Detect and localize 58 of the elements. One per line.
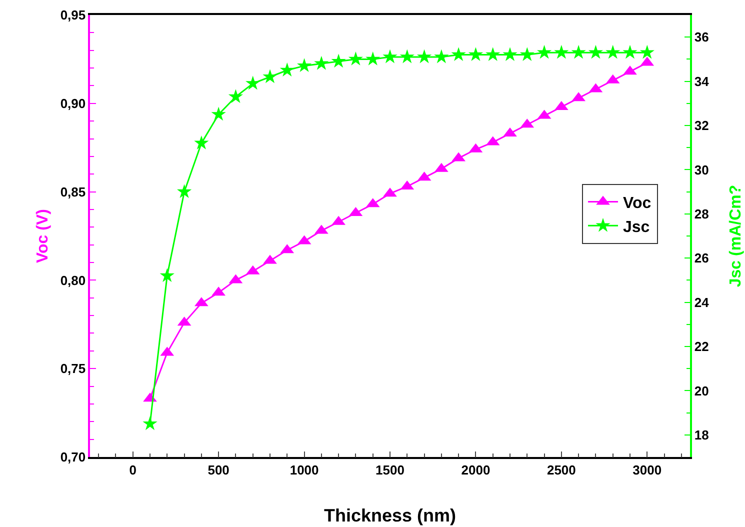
x-tick-label: 1500 xyxy=(376,462,404,478)
y-tick-label: 0,80 xyxy=(60,272,86,288)
point xyxy=(262,69,278,84)
y2-tick-label: 18 xyxy=(694,427,709,442)
point xyxy=(434,49,449,64)
y2-tick-label: 20 xyxy=(694,383,709,398)
y-tick-label: 0,70 xyxy=(60,450,86,465)
point xyxy=(246,76,260,90)
point xyxy=(451,47,466,62)
point xyxy=(194,135,209,150)
legend-label: Jsc xyxy=(623,218,650,236)
y2-tick-label: 36 xyxy=(694,30,709,45)
y2-tick-label: 30 xyxy=(694,162,709,178)
point xyxy=(640,44,654,59)
point xyxy=(348,52,364,66)
y2-axis-title: Jsc (mA/Cm? xyxy=(728,184,744,288)
point xyxy=(606,44,620,59)
y2-tick-label: 34 xyxy=(694,74,710,89)
x-axis-title: Thickness (nm) xyxy=(324,506,456,526)
y2-tick-label: 24 xyxy=(694,294,710,310)
x-tick-label: 2000 xyxy=(461,462,490,478)
point xyxy=(400,49,414,64)
x-tick-label: 1000 xyxy=(290,462,319,478)
point xyxy=(228,89,244,103)
y2-tick-label: 28 xyxy=(694,206,709,222)
point xyxy=(142,416,158,430)
point xyxy=(160,268,174,282)
point xyxy=(314,56,329,70)
point xyxy=(416,49,432,64)
y-tick-label: 0,75 xyxy=(60,361,86,376)
point xyxy=(588,44,604,59)
y2-tick-label: 22 xyxy=(694,339,709,354)
point xyxy=(176,184,192,198)
point xyxy=(296,58,312,72)
point xyxy=(382,49,398,64)
y-tick-label: 0,85 xyxy=(60,184,86,200)
x-tick-label: 0 xyxy=(129,462,136,478)
x-tick-label: 3000 xyxy=(632,462,662,478)
y2-tick-label: 26 xyxy=(694,250,709,266)
point xyxy=(366,52,380,66)
x-tick-label: 500 xyxy=(208,462,230,478)
legend-label: Voc xyxy=(623,195,652,212)
y-axis-title: Voc (V) xyxy=(34,209,52,263)
y-tick-label: 0,90 xyxy=(60,96,86,111)
point xyxy=(211,106,226,121)
point xyxy=(622,44,638,59)
point xyxy=(520,47,534,62)
point xyxy=(280,62,294,76)
x-tick-label: 2500 xyxy=(546,462,576,478)
point xyxy=(536,44,552,59)
y2-tick-label: 32 xyxy=(694,118,709,134)
point xyxy=(331,54,346,68)
y-tick-label: 0,95 xyxy=(60,8,86,23)
point xyxy=(571,44,586,59)
point xyxy=(468,47,484,62)
point xyxy=(554,44,569,59)
point xyxy=(486,47,500,62)
point xyxy=(502,47,518,62)
